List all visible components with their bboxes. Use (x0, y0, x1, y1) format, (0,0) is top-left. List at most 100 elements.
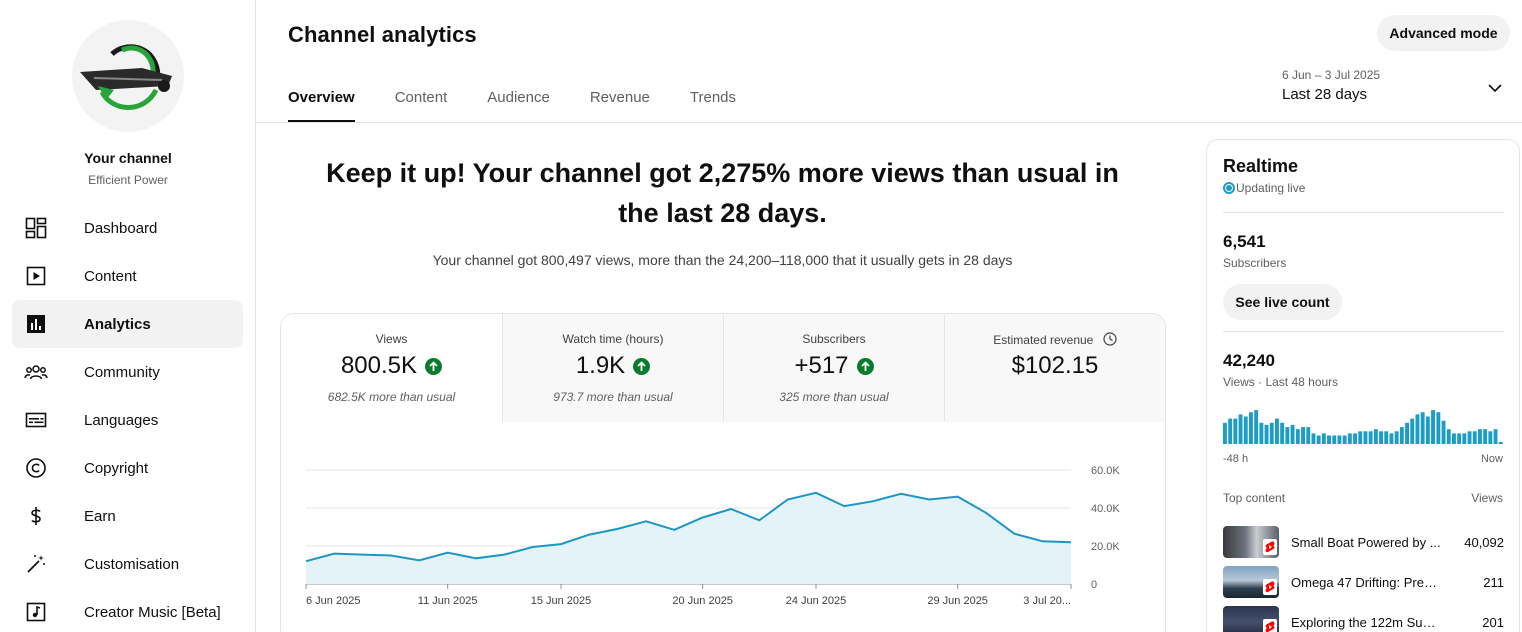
realtime-bar[interactable] (1249, 412, 1253, 444)
realtime-bar[interactable] (1358, 431, 1363, 444)
channel-avatar[interactable] (72, 20, 184, 132)
realtime-bar[interactable] (1337, 435, 1342, 445)
tab-content[interactable]: Content (394, 89, 448, 106)
realtime-bar[interactable] (1259, 422, 1264, 444)
realtime-bar[interactable] (1347, 433, 1352, 444)
sidebar-item-dashboard[interactable]: Dashboard (12, 204, 243, 252)
realtime-bar[interactable] (1436, 412, 1441, 444)
chart-y-tick-label: 60.0K (1091, 465, 1120, 477)
realtime-bar[interactable] (1264, 424, 1269, 444)
tab-revenue[interactable]: Revenue (589, 89, 650, 106)
realtime-bar[interactable] (1327, 435, 1331, 445)
realtime-bar[interactable] (1441, 420, 1446, 444)
realtime-bar[interactable] (1228, 418, 1233, 444)
sidebar-item-creator-music[interactable]: Creator Music [Beta] (12, 588, 243, 632)
realtime-bar[interactable] (1488, 431, 1493, 444)
realtime-bar[interactable] (1254, 410, 1259, 444)
realtime-bar[interactable] (1425, 416, 1430, 445)
metric-tab-revenue[interactable]: Estimated revenue $102.15 (944, 314, 1165, 422)
sidebar-item-earn[interactable]: Earn (12, 492, 243, 540)
sidebar-item-label: Creator Music [Beta] (84, 603, 221, 621)
realtime-bar[interactable] (1405, 422, 1409, 444)
boat-logo-icon (80, 44, 172, 110)
realtime-bar[interactable] (1478, 429, 1482, 444)
realtime-bar[interactable] (1373, 429, 1378, 444)
realtime-bar[interactable] (1280, 422, 1285, 444)
realtime-bar[interactable] (1321, 433, 1326, 444)
realtime-bar[interactable] (1316, 435, 1321, 445)
realtime-bar-chart[interactable] (1223, 408, 1504, 444)
realtime-views-label: Views · Last 48 hours (1223, 375, 1339, 389)
realtime-bar[interactable] (1301, 427, 1305, 444)
date-preset-selector[interactable]: Last 28 days (1282, 86, 1368, 103)
sidebar-item-content[interactable]: Content (12, 252, 243, 300)
sidebar-item-languages[interactable]: Languages (12, 396, 243, 444)
views-chart[interactable]: 0 20.0K 40.0K 60.0K 6 Jun 2025 11 Jun 2025 15… (281, 422, 1166, 632)
clock-icon[interactable] (1103, 332, 1117, 346)
realtime-bar[interactable] (1399, 427, 1404, 444)
metric-tab-subscribers[interactable]: Subscribers +517 325 more than usual (723, 314, 944, 422)
realtime-bar[interactable] (1223, 422, 1227, 444)
realtime-bar[interactable] (1290, 424, 1295, 444)
sidebar-item-label: Customisation (84, 555, 180, 573)
realtime-bar[interactable] (1332, 435, 1337, 445)
realtime-bar[interactable] (1394, 431, 1399, 444)
sidebar-nav: Dashboard Content Analytics Community La… (12, 204, 243, 632)
realtime-bar[interactable] (1342, 435, 1347, 445)
live-dot-icon (1223, 182, 1235, 194)
realtime-bar[interactable] (1306, 427, 1311, 444)
metric-tabs: Views 800.5K 682.5K more than usual Watc… (281, 314, 1165, 422)
top-content-views: 211 (1483, 574, 1504, 590)
metric-tab-views[interactable]: Views 800.5K 682.5K more than usual (281, 314, 502, 422)
header-divider (256, 122, 1522, 123)
realtime-bar[interactable] (1384, 431, 1389, 444)
realtime-bar[interactable] (1363, 431, 1368, 444)
top-content-row[interactable]: Small Boat Powered by ... 40,092 (1223, 526, 1504, 558)
realtime-bar[interactable] (1420, 412, 1425, 444)
tab-audience[interactable]: Audience (487, 89, 550, 106)
top-content-row[interactable]: Exploring the 122m Supery... 201 (1223, 606, 1504, 632)
realtime-bar[interactable] (1389, 433, 1394, 444)
tab-trends[interactable]: Trends (689, 89, 737, 106)
realtime-bar[interactable] (1452, 433, 1456, 444)
top-content-row[interactable]: Omega 47 Drifting: Precisi... 211 (1223, 566, 1504, 598)
copyright-icon (24, 456, 48, 480)
realtime-bar[interactable] (1295, 429, 1300, 444)
see-live-count-button[interactable]: See live count (1223, 284, 1342, 320)
realtime-bar[interactable] (1243, 416, 1248, 445)
realtime-bar[interactable] (1446, 429, 1451, 444)
realtime-bar[interactable] (1269, 422, 1274, 444)
realtime-bar[interactable] (1498, 441, 1503, 444)
sidebar-item-customisation[interactable]: Customisation (12, 540, 243, 588)
realtime-bar[interactable] (1493, 429, 1498, 444)
realtime-bar[interactable] (1311, 433, 1316, 444)
realtime-bar[interactable] (1379, 431, 1383, 444)
tab-overview[interactable]: Overview (288, 78, 355, 123)
arrow-up-icon (633, 357, 651, 375)
realtime-bar[interactable] (1472, 431, 1477, 444)
live-label: Updating live (1236, 181, 1306, 195)
realtime-bar[interactable] (1457, 433, 1462, 444)
metric-label: Subscribers (802, 332, 866, 346)
realtime-bar[interactable] (1233, 418, 1238, 444)
realtime-bar[interactable] (1431, 410, 1435, 444)
realtime-bar[interactable] (1483, 429, 1488, 444)
metric-tab-watch-time[interactable]: Watch time (hours) 1.9K 973.7 more than … (502, 314, 723, 422)
advanced-mode-button[interactable]: Advanced mode (1377, 15, 1510, 51)
realtime-bar[interactable] (1415, 414, 1420, 444)
insight-headline: Keep it up! Your channel got 2,275% more… (326, 158, 1119, 228)
realtime-bar[interactable] (1238, 414, 1243, 444)
realtime-bar[interactable] (1275, 418, 1279, 444)
realtime-bar[interactable] (1410, 418, 1415, 444)
realtime-bar[interactable] (1462, 433, 1467, 444)
realtime-bar[interactable] (1368, 431, 1373, 444)
chevron-down-icon[interactable] (1487, 80, 1503, 96)
live-indicator: Updating live (1223, 181, 1305, 195)
sidebar-item-analytics[interactable]: Analytics (12, 300, 243, 348)
realtime-bar[interactable] (1467, 431, 1472, 444)
arrow-up-icon (425, 357, 443, 375)
sidebar-item-community[interactable]: Community (12, 348, 243, 396)
realtime-bar[interactable] (1353, 433, 1357, 444)
realtime-bar[interactable] (1285, 427, 1290, 444)
sidebar-item-copyright[interactable]: Copyright (12, 444, 243, 492)
